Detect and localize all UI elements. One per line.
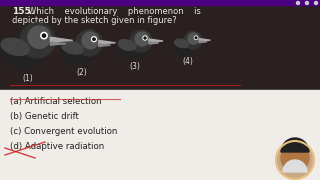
Wedge shape (281, 138, 309, 152)
Circle shape (20, 23, 55, 58)
Polygon shape (99, 40, 116, 44)
Circle shape (143, 36, 147, 40)
Ellipse shape (118, 40, 136, 50)
Ellipse shape (1, 38, 29, 55)
Circle shape (184, 31, 202, 49)
Text: (c) Convergent evolution: (c) Convergent evolution (10, 127, 117, 136)
Polygon shape (199, 41, 207, 43)
Wedge shape (283, 160, 307, 172)
Circle shape (82, 32, 99, 49)
Circle shape (195, 37, 197, 39)
Circle shape (130, 30, 152, 52)
Circle shape (276, 141, 314, 179)
Text: 155.: 155. (12, 7, 34, 16)
Bar (0, 90, 320, 180)
Circle shape (76, 30, 102, 56)
Circle shape (315, 1, 317, 4)
Ellipse shape (61, 40, 95, 64)
Ellipse shape (173, 39, 195, 55)
Text: depicted by the sketch given in figure?: depicted by the sketch given in figure? (12, 16, 177, 25)
Ellipse shape (62, 41, 83, 54)
Circle shape (195, 36, 198, 39)
Circle shape (135, 32, 149, 46)
Ellipse shape (175, 39, 188, 48)
Polygon shape (51, 42, 66, 45)
Polygon shape (99, 44, 111, 46)
Circle shape (28, 26, 51, 48)
Bar (0, 0, 320, 92)
Bar (0, 0, 320, 5)
Circle shape (306, 1, 308, 4)
Text: (4): (4) (183, 57, 193, 66)
Polygon shape (199, 39, 211, 41)
Text: (3): (3) (130, 62, 140, 71)
Circle shape (188, 33, 199, 44)
Circle shape (281, 144, 309, 172)
Circle shape (144, 37, 146, 39)
Circle shape (297, 1, 300, 4)
Circle shape (93, 38, 95, 40)
Text: (a) Artificial selection: (a) Artificial selection (10, 97, 102, 106)
Text: (d) Adaptive radiation: (d) Adaptive radiation (10, 142, 104, 151)
Circle shape (92, 37, 96, 42)
Polygon shape (51, 37, 73, 42)
Polygon shape (149, 39, 163, 42)
Text: (2): (2) (76, 68, 87, 77)
Circle shape (41, 32, 47, 39)
Text: Which    evolutionary    phenomenon    is: Which evolutionary phenomenon is (28, 7, 201, 16)
Polygon shape (149, 42, 159, 44)
Circle shape (42, 34, 46, 37)
Ellipse shape (2, 36, 46, 68)
Ellipse shape (117, 39, 145, 59)
Text: (b) Genetic drift: (b) Genetic drift (10, 112, 79, 121)
Text: (1): (1) (23, 74, 33, 83)
